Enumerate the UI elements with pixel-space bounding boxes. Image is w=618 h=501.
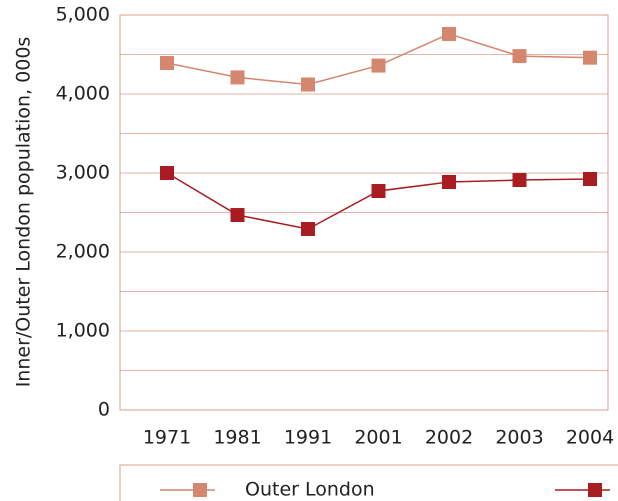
point xyxy=(442,26,456,41)
x-tick-label: 2003 xyxy=(495,427,543,449)
point xyxy=(512,173,527,188)
point xyxy=(371,184,386,199)
legend-marker xyxy=(588,483,602,497)
x-tick-label: 1981 xyxy=(213,427,261,449)
x-tick-label: 2004 xyxy=(566,427,614,449)
point xyxy=(160,166,174,180)
y-tick-label: 5,000 xyxy=(56,4,110,26)
x-tick-label: 1991 xyxy=(284,427,332,449)
legend-box xyxy=(119,464,618,501)
legend-label: Outer London xyxy=(245,479,375,501)
point xyxy=(230,208,245,223)
point xyxy=(230,70,245,85)
series-line xyxy=(166,172,591,230)
point xyxy=(371,58,386,73)
x-tick-label: 1971 xyxy=(143,427,191,449)
point xyxy=(160,56,174,71)
y-tick-label: 1,000 xyxy=(56,320,110,342)
point xyxy=(442,175,456,190)
y-tick-label: 0 xyxy=(98,399,110,421)
point xyxy=(301,77,315,92)
point xyxy=(512,49,527,64)
plot-border xyxy=(119,14,609,411)
point xyxy=(583,50,597,65)
x-tick-label: 2002 xyxy=(425,427,473,449)
y-tick-label: 3,000 xyxy=(56,162,110,184)
y-tick-label: 2,000 xyxy=(56,241,110,263)
legend-marker xyxy=(193,483,207,497)
point xyxy=(583,172,597,187)
point xyxy=(301,222,315,237)
y-tick-label: 4,000 xyxy=(56,83,110,105)
x-tick-label: 2001 xyxy=(354,427,402,449)
y-axis-label: Inner/Outer London population, 000s xyxy=(13,37,35,388)
